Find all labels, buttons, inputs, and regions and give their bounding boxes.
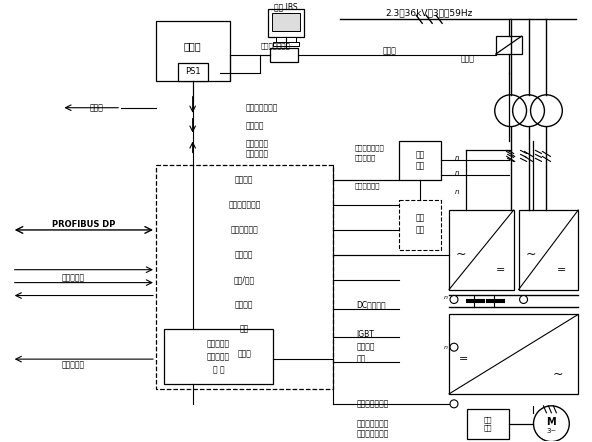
Text: 传动设备开或关: 传动设备开或关 — [228, 201, 260, 210]
Text: 就地控制: 就地控制 — [235, 176, 253, 185]
Text: =: = — [459, 354, 469, 364]
Text: 温度: 温度 — [356, 354, 366, 364]
Text: 通或断: 通或断 — [382, 46, 397, 56]
Text: 温度，油压，油: 温度，油压，油 — [356, 419, 389, 428]
Text: 辅助设备开或关: 辅助设备开或关 — [245, 103, 278, 112]
Text: M: M — [546, 417, 556, 427]
Text: 速度设定: 速度设定 — [245, 121, 264, 130]
Text: 系统
监视: 系统 监视 — [416, 151, 425, 170]
Text: 量，振动，风扇: 量，振动，风扇 — [356, 429, 389, 438]
Bar — [156, 21, 230, 81]
Text: ~: ~ — [553, 368, 564, 381]
Text: n: n — [455, 156, 459, 161]
Text: 冷却: 冷却 — [416, 213, 425, 222]
Text: 校核返回信号，: 校核返回信号， — [355, 144, 384, 151]
Text: n: n — [444, 295, 448, 300]
Bar — [467, 409, 509, 438]
Text: ~: ~ — [456, 248, 466, 261]
Bar — [519, 210, 578, 290]
Circle shape — [450, 343, 458, 351]
Text: 实测値: 实测値 — [237, 350, 251, 358]
Text: 控制与监视: 控制与监视 — [207, 353, 230, 362]
Text: 通或断: 通或断 — [89, 103, 103, 112]
Text: 实测値，故: 实测値，故 — [245, 139, 268, 148]
Circle shape — [520, 296, 527, 304]
Bar — [496, 36, 522, 54]
Bar — [449, 314, 578, 394]
Bar — [156, 165, 333, 389]
Text: 自动化: 自动化 — [184, 41, 201, 51]
Text: PROFIBUS DP: PROFIBUS DP — [52, 221, 115, 229]
Text: 开环和闭环: 开环和闭环 — [207, 340, 230, 349]
Text: 电压、电流测量: 电压、电流测量 — [356, 399, 389, 408]
Text: 温度，风雹等: 温度，风雹等 — [355, 182, 380, 189]
Text: 报警: 报警 — [240, 325, 249, 334]
Text: 故障信息: 故障信息 — [235, 300, 253, 309]
Text: 单元: 单元 — [416, 225, 425, 234]
Text: 系统
监视: 系统 监视 — [484, 417, 492, 431]
Bar — [400, 200, 441, 250]
Text: 模拟量输出: 模拟量输出 — [62, 361, 85, 370]
Text: 3~: 3~ — [546, 428, 556, 434]
Text: DC连接电压: DC连接电压 — [356, 300, 386, 309]
Bar — [273, 42, 299, 46]
Text: 数字量输入: 数字量输入 — [62, 273, 85, 282]
Bar — [164, 329, 273, 384]
Bar — [178, 63, 208, 81]
Text: n: n — [455, 189, 459, 195]
Text: n: n — [455, 170, 459, 176]
Text: 接地故障: 接地故障 — [356, 343, 375, 352]
Text: 调制解调器接口: 调制解调器接口 — [260, 43, 290, 50]
Text: 障信息报警: 障信息报警 — [245, 149, 268, 158]
Text: 服务 IBS: 服务 IBS — [274, 3, 298, 12]
Text: 过流，接地: 过流，接地 — [355, 154, 376, 161]
Bar — [449, 210, 514, 290]
Text: 就地/遥控: 就地/遥控 — [234, 275, 255, 284]
Bar — [400, 141, 441, 180]
Bar — [276, 37, 296, 42]
Text: 速度设定: 速度设定 — [235, 250, 253, 259]
Text: ~: ~ — [525, 248, 536, 261]
Circle shape — [450, 296, 458, 304]
Text: 2.3～36kV，3相，59Hz: 2.3～36kV，3相，59Hz — [385, 9, 473, 18]
Text: 通或断: 通或断 — [461, 54, 475, 64]
Bar — [270, 48, 298, 62]
Text: PS1: PS1 — [185, 68, 201, 76]
Text: 功 能: 功 能 — [213, 366, 224, 374]
Text: =: = — [556, 265, 566, 274]
Text: 辅助设备接通: 辅助设备接通 — [230, 225, 258, 234]
Text: n: n — [444, 345, 448, 350]
Circle shape — [450, 400, 458, 408]
Bar — [268, 9, 304, 37]
Text: IGBT: IGBT — [356, 330, 375, 339]
Text: =: = — [496, 265, 506, 274]
Bar — [272, 13, 300, 31]
